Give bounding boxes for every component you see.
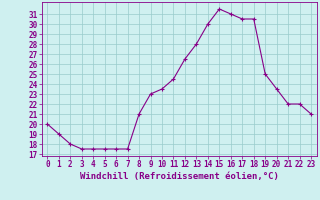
X-axis label: Windchill (Refroidissement éolien,°C): Windchill (Refroidissement éolien,°C)	[80, 172, 279, 181]
